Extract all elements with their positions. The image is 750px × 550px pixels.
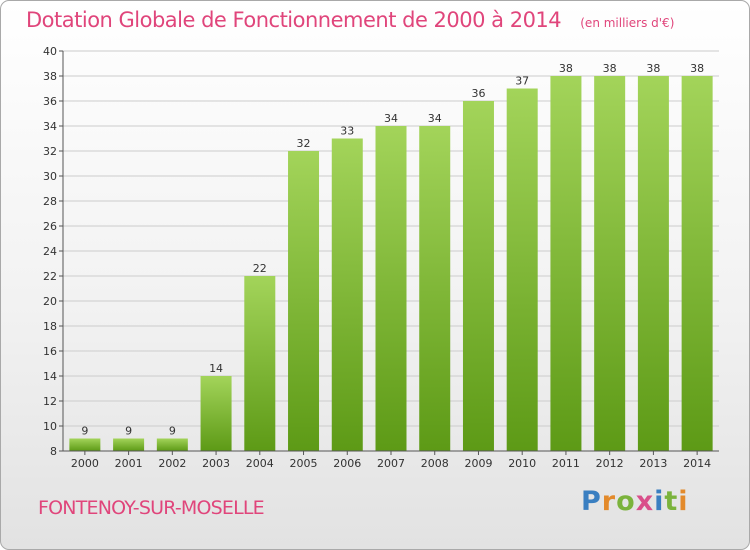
value-label: 38 (559, 62, 573, 75)
bar-2007 (375, 126, 407, 451)
value-label: 38 (690, 62, 704, 75)
y-tick-label: 40 (43, 45, 57, 58)
logo-letter: i (654, 486, 665, 517)
value-label: 36 (471, 87, 485, 100)
value-label: 38 (646, 62, 660, 75)
title-line: Dotation Globale de Fonctionnement de 20… (26, 8, 674, 32)
y-tick-label: 26 (43, 220, 57, 233)
y-tick-label: 24 (43, 245, 57, 258)
value-label: 37 (515, 75, 529, 88)
x-tick-label: 2008 (421, 457, 449, 470)
x-tick-label: 2011 (552, 457, 580, 470)
logo-letter: P (581, 486, 602, 517)
bar-2014 (681, 76, 713, 451)
y-tick-label: 16 (43, 345, 57, 358)
x-tick-label: 2005 (290, 457, 318, 470)
x-tick-label: 2009 (464, 457, 492, 470)
value-label: 9 (125, 425, 132, 438)
value-label: 34 (384, 112, 398, 125)
y-tick-label: 22 (43, 270, 57, 283)
y-tick-label: 34 (43, 120, 57, 133)
bars (69, 76, 713, 451)
x-tick-label: 2006 (333, 457, 361, 470)
x-tick-label: 2004 (246, 457, 274, 470)
bar-2001 (113, 438, 145, 451)
bar-2004 (244, 276, 276, 451)
bar-2011 (550, 76, 582, 451)
value-label: 22 (253, 262, 267, 275)
x-tick-label: 2007 (377, 457, 405, 470)
commune-name: FONTENOY-SUR-MOSELLE (38, 497, 265, 519)
y-tick-label: 14 (43, 370, 57, 383)
bar-2003 (200, 376, 232, 451)
value-label: 34 (428, 112, 442, 125)
x-tick-label: 2012 (596, 457, 624, 470)
x-tick-label: 2001 (115, 457, 143, 470)
bar-2002 (156, 438, 188, 451)
x-tick-label: 2002 (158, 457, 186, 470)
bar-2009 (462, 101, 494, 451)
logo-letter: i (678, 486, 689, 517)
chart-unit: (en milliers d'€) (580, 16, 675, 30)
value-label: 14 (209, 362, 223, 375)
bar-2008 (419, 126, 451, 451)
y-tick-label: 36 (43, 95, 57, 108)
y-tick-label: 8 (50, 445, 57, 458)
y-tick-label: 28 (43, 195, 57, 208)
y-tick-label: 32 (43, 145, 57, 158)
logo-letter: x (635, 486, 655, 517)
bar-2012 (594, 76, 626, 451)
value-label: 9 (81, 425, 88, 438)
y-tick-label: 20 (43, 295, 57, 308)
y-tick-label: 30 (43, 170, 57, 183)
bar-2005 (288, 151, 320, 451)
value-label: 9 (169, 425, 176, 438)
labels: 8 10 12 14 16 18 20 22 24 26 28 30 32 34 36 38 40 9 2000 9 2… (43, 45, 711, 470)
y-tick-label: 38 (43, 70, 57, 83)
axes (59, 50, 719, 455)
logo-letter: t (664, 486, 679, 517)
bar-2006 (331, 138, 363, 451)
bar-2000 (69, 438, 101, 451)
y-tick-label: 18 (43, 320, 57, 333)
x-tick-label: 2003 (202, 457, 230, 470)
logo-letter: r (601, 486, 617, 517)
value-label: 32 (297, 137, 311, 150)
value-label: 38 (603, 62, 617, 75)
x-tick-label: 2013 (639, 457, 667, 470)
x-tick-label: 2010 (508, 457, 536, 470)
y-tick-label: 12 (43, 395, 57, 408)
chart-title: Dotation Globale de Fonctionnement de 20… (26, 8, 562, 32)
x-tick-label: 2000 (71, 457, 99, 470)
x-tick-label: 2014 (683, 457, 711, 470)
bar-2013 (637, 76, 669, 451)
y-tick-label: 10 (43, 420, 57, 433)
logo-letter: o (616, 486, 636, 517)
bar-2010 (506, 88, 538, 451)
value-label: 33 (340, 125, 354, 138)
proxiti-logo: Proxiti (581, 486, 689, 517)
